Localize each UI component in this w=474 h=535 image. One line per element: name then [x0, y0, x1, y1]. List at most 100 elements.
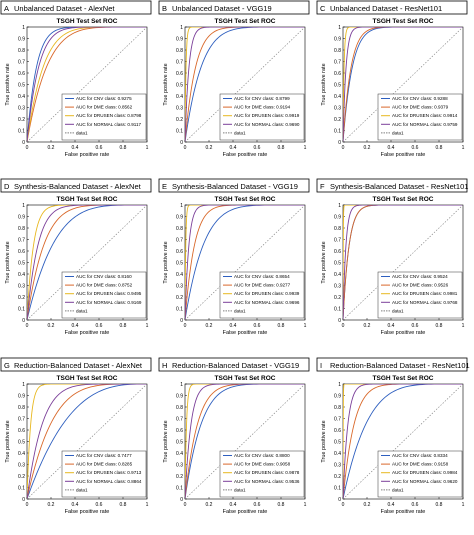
legend-label-dme: AUC for DME class: 0.9194: [234, 105, 291, 110]
y-tick-label: 0.3: [176, 462, 183, 468]
series-line-data1: [343, 27, 463, 142]
series-line-drusen: [27, 384, 147, 499]
series-line-drusen: [185, 27, 305, 142]
series-line-normal: [343, 384, 463, 499]
y-tick-label: 0.7: [176, 237, 183, 243]
panel-title: Synthesis-Balanced Dataset - ResNet101: [330, 182, 468, 191]
panel-header-box: [158, 0, 310, 15]
y-tick-label: 0.4: [176, 94, 183, 100]
x-axis-label: False positive rate: [65, 509, 110, 515]
x-tick-label: 0.2: [48, 323, 55, 329]
legend-label-normal: AUC for NORMAL class: 0.9620: [392, 479, 458, 484]
series-line-drusen: [185, 384, 305, 499]
x-tick-label: 0.8: [120, 145, 127, 151]
panel-header-box: [316, 357, 468, 372]
series-line-data1: [343, 384, 463, 499]
y-tick-label: 0.5: [18, 439, 25, 445]
x-tick-label: 0.6: [412, 323, 419, 329]
x-tick-label: 0.8: [436, 323, 443, 329]
x-tick-label: 0.6: [254, 323, 261, 329]
y-tick-label: 0.4: [334, 272, 341, 278]
y-tick-label: 0.2: [176, 295, 183, 301]
legend-label-drusen: AUC for DRUSEN class: 0.9914: [392, 113, 458, 118]
y-tick-label: 0.1: [176, 128, 183, 134]
panel-title: Reduction-Balanced Dataset - ResNet101: [330, 361, 470, 370]
panel-title: Reduction-Balanced Dataset - VGG19: [172, 361, 299, 370]
y-tick-label: 0: [180, 497, 183, 503]
series-line-normal: [343, 205, 463, 320]
y-tick-label: 1: [180, 25, 183, 31]
series-line-data1: [343, 205, 463, 320]
x-tick-label: 0.4: [72, 145, 79, 151]
x-tick-label: 1: [146, 145, 149, 151]
series-line-normal: [185, 27, 305, 142]
y-tick-label: 0.6: [176, 249, 183, 255]
series-line-data1: [185, 205, 305, 320]
legend-label-drusen: AUC for DRUSEN class: 0.9939: [234, 291, 300, 296]
series-line-data1: [185, 27, 305, 142]
legend-label-dme: AUC for DME class: 0.8752: [76, 283, 133, 288]
y-tick-label: 1: [180, 382, 183, 388]
x-axis-label: False positive rate: [381, 152, 426, 158]
y-tick-label: 0.1: [176, 306, 183, 312]
panel-letter: I: [320, 361, 322, 370]
series-line-data1: [27, 205, 147, 320]
legend-box: [219, 450, 305, 498]
roc-panel-i: I Reduction-Balanced Dataset - ResNet101 T…: [316, 357, 470, 515]
y-tick-label: 0.7: [334, 59, 341, 65]
y-tick-label: 0.1: [18, 485, 25, 491]
legend-label-normal: AUC for NORMAL class: 0.9696: [234, 300, 300, 305]
legend-label-data1: data1: [76, 308, 88, 313]
y-tick-label: 0.6: [334, 428, 341, 434]
y-tick-label: 0.4: [18, 94, 25, 100]
y-tick-label: 0.9: [334, 214, 341, 220]
legend-label-data1: data1: [392, 130, 404, 135]
x-tick-label: 0.2: [206, 145, 213, 151]
y-tick-label: 0.8: [176, 226, 183, 232]
legend-label-normal: AUC for NORMAL class: 0.9117: [76, 122, 142, 127]
y-tick-label: 0.8: [18, 226, 25, 232]
y-tick-label: 1: [338, 25, 341, 31]
x-tick-label: 0.4: [230, 323, 237, 329]
y-tick-label: 0.7: [18, 237, 25, 243]
y-tick-label: 1: [22, 203, 25, 209]
y-tick-label: 0.9: [334, 393, 341, 399]
panel-letter: A: [4, 4, 9, 13]
legend-label-drusen: AUC for DRUSEN class: 0.9878: [234, 470, 300, 475]
y-tick-label: 0.5: [18, 82, 25, 88]
series-line-dme: [185, 384, 305, 499]
series-line-drusen: [27, 205, 147, 320]
plot-title: TSGH Test Set ROC: [215, 196, 276, 203]
y-tick-label: 0.9: [176, 214, 183, 220]
x-tick-label: 0.2: [48, 502, 55, 508]
x-tick-label: 1: [462, 502, 465, 508]
legend-label-cnv: AUC for CNV class: 0.9275: [76, 96, 132, 101]
x-tick-label: 0: [184, 145, 187, 151]
x-axis-label: False positive rate: [65, 330, 110, 336]
x-tick-label: 0.2: [206, 323, 213, 329]
legend-label-drusen: AUC for DRUSEN class: 0.9984: [392, 470, 458, 475]
y-tick-label: 0.9: [176, 36, 183, 42]
x-tick-label: 0.2: [364, 502, 371, 508]
legend-label-cnv: AUC for CNV class: 0.9524: [392, 274, 448, 279]
y-tick-label: 0.6: [18, 71, 25, 77]
y-tick-label: 0.2: [334, 474, 341, 480]
x-tick-label: 0.8: [120, 323, 127, 329]
x-tick-label: 0.4: [388, 502, 395, 508]
y-tick-label: 0.6: [334, 249, 341, 255]
legend-box: [377, 450, 463, 498]
x-tick-label: 0.4: [72, 323, 79, 329]
y-tick-label: 0.9: [18, 36, 25, 42]
y-tick-label: 0.1: [334, 485, 341, 491]
y-tick-label: 0.6: [18, 428, 25, 434]
x-tick-label: 0.6: [412, 145, 419, 151]
y-tick-label: 1: [22, 25, 25, 31]
y-tick-label: 0.8: [176, 405, 183, 411]
legend-label-normal: AUC for NORMAL class: 0.8864: [76, 479, 142, 484]
legend-box: [61, 93, 147, 141]
legend-label-normal: AUC for NORMAL class: 0.9690: [234, 122, 300, 127]
panel-header-box: [316, 178, 468, 193]
y-tick-label: 0.6: [176, 71, 183, 77]
plot-title: TSGH Test Set ROC: [373, 196, 434, 203]
